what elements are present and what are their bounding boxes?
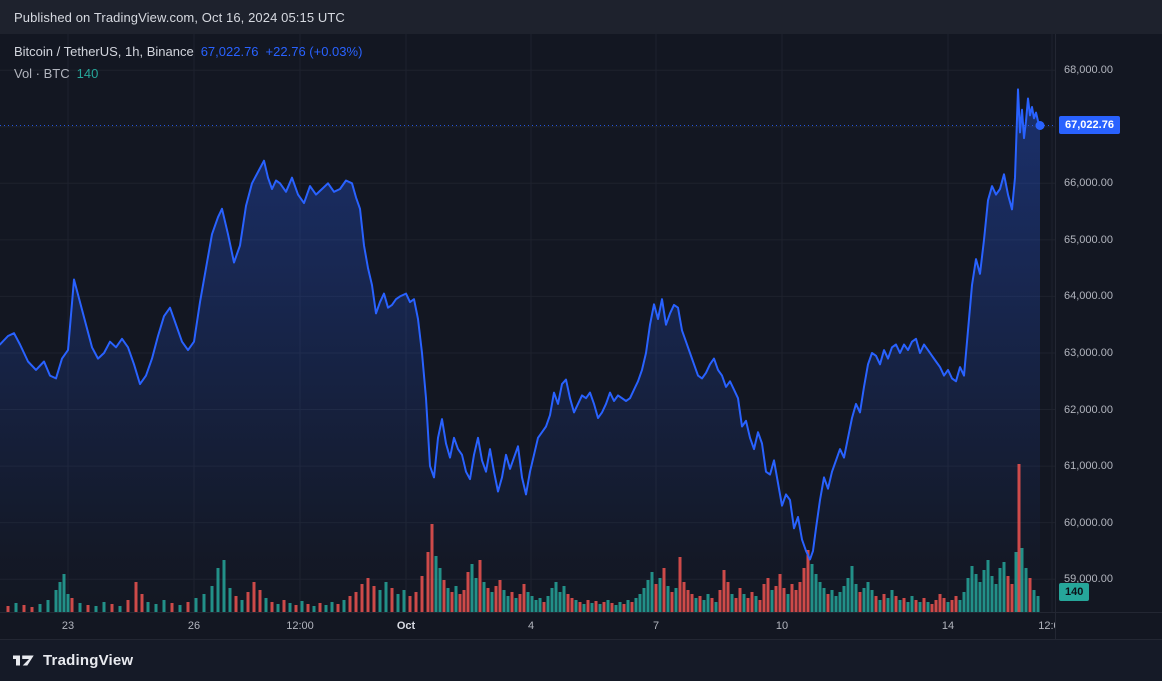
price-axis[interactable]: 68,000.00 66,000.00 65,000.00 64,000.00 63,0… [1055, 34, 1162, 639]
tradingview-brand-link[interactable]: TradingView [13, 652, 133, 669]
volume-axis-badge: 140 [1059, 583, 1090, 601]
publish-text: Published on TradingView.com, Oct 16, 20… [14, 9, 345, 25]
time-axis-label: 10 [775, 620, 789, 632]
last-price-dot [1035, 121, 1045, 130]
time-axis-label: 23 [61, 620, 75, 632]
publish-bar: Published on TradingView.com, Oct 16, 20… [0, 0, 1162, 34]
time-axis-label: 12:00 [1038, 620, 1055, 632]
last-price-value: 67,022.76 [200, 44, 259, 59]
price-axis-label: 68,000.00 [1064, 64, 1113, 77]
legend-volume-row: Vol · BTC 140 [14, 66, 362, 81]
price-axis-label: 66,000.00 [1064, 177, 1113, 190]
price-axis-label: 61,000.00 [1064, 460, 1113, 473]
footer-bar: TradingView [0, 639, 1162, 681]
price-axis-label: 64,000.00 [1064, 290, 1113, 303]
price-axis-label: 62,000.00 [1064, 403, 1113, 416]
price-axis-label: 60,000.00 [1064, 516, 1113, 529]
last-price-badge: 67,022.76 [1059, 116, 1120, 135]
time-axis-strip: 23 26 12:00 Oct 4 7 10 14 12:00 [0, 612, 1162, 639]
chart-legend: Bitcoin / TetherUS, 1h, Binance 67,022.7… [14, 44, 362, 88]
series-line [0, 88, 1041, 561]
tradingview-logo-icon [13, 655, 34, 666]
time-axis-label: 4 [527, 620, 535, 632]
time-axis-label: 26 [187, 620, 201, 632]
time-axis-label: 12:00 [286, 620, 314, 632]
price-axis-label: 59,000.00 [1064, 573, 1113, 586]
chart-area: Bitcoin / TetherUS, 1h, Binance 67,022.7… [0, 34, 1162, 639]
time-axis-label: 14 [941, 620, 955, 632]
tradingview-wordmark: TradingView [43, 652, 134, 669]
price-axis-label: 65,000.00 [1064, 233, 1113, 246]
volume-indicator-label[interactable]: Vol · BTC [14, 66, 70, 81]
area-fill [0, 89, 1040, 612]
price-change-value: +22.76 (+0.03%) [265, 44, 363, 59]
time-axis[interactable]: 23 26 12:00 Oct 4 7 10 14 12:00 [0, 613, 1055, 640]
price-chart-canvas[interactable] [0, 34, 1055, 612]
time-axis-label: 7 [652, 620, 660, 632]
volume-bars [6, 464, 1040, 612]
time-axis-label: Oct [396, 620, 416, 632]
legend-symbol-row: Bitcoin / TetherUS, 1h, Binance 67,022.7… [14, 44, 362, 59]
symbol-title[interactable]: Bitcoin / TetherUS, 1h, Binance [14, 44, 194, 59]
volume-indicator-value: 140 [76, 66, 99, 81]
price-axis-label: 63,000.00 [1064, 346, 1113, 359]
